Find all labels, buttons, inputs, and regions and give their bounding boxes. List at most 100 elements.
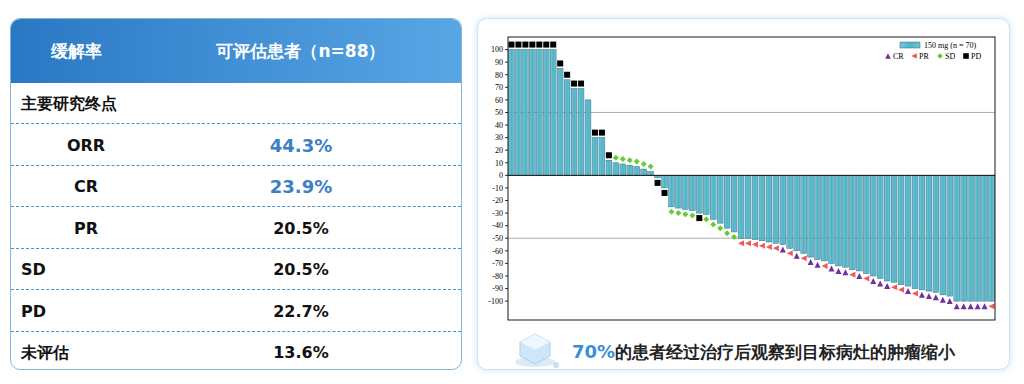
icon-dot — [553, 362, 559, 368]
marker — [731, 234, 737, 240]
bar — [940, 175, 946, 294]
marker — [954, 303, 960, 309]
bar — [529, 50, 535, 176]
row-value: 13.6% — [231, 332, 371, 370]
marker — [856, 273, 862, 279]
row-label: 主要研究终点 — [21, 83, 117, 124]
marker — [689, 213, 695, 219]
bar — [947, 175, 953, 296]
marker — [717, 225, 723, 231]
legend-label: SD — [945, 52, 955, 61]
marker — [620, 156, 626, 162]
bar — [926, 175, 932, 291]
marker — [655, 180, 661, 186]
y-tick — [505, 301, 508, 302]
marker — [773, 245, 779, 251]
bar — [689, 175, 695, 210]
marker — [947, 298, 953, 304]
bar — [717, 175, 723, 223]
marker — [815, 262, 821, 268]
bar — [696, 175, 702, 213]
marker — [905, 288, 911, 294]
bar — [891, 175, 897, 282]
icon-cube — [520, 334, 550, 364]
y-tick-label: 100 — [491, 45, 503, 54]
marker — [696, 215, 702, 221]
row-label: PR — [51, 208, 121, 249]
marker — [578, 81, 584, 87]
bar — [536, 50, 542, 176]
y-tick-label: 20 — [495, 146, 503, 155]
table-row: CR23.9% — [11, 166, 461, 207]
marker — [703, 216, 709, 222]
marker — [543, 42, 549, 48]
bar — [710, 175, 716, 219]
marker — [801, 255, 807, 261]
marker — [961, 303, 967, 309]
marker — [940, 297, 946, 303]
legend-label: PD — [971, 52, 981, 61]
bar — [557, 68, 563, 175]
bar — [905, 175, 911, 286]
marker — [884, 283, 890, 289]
marker — [682, 211, 688, 217]
bar — [752, 175, 758, 239]
marker — [863, 275, 869, 281]
caption: 70%的患者经过治疗后观察到目标病灶的肿瘤缩小 — [572, 340, 955, 364]
caption-icon — [515, 334, 559, 368]
y-tick — [505, 125, 508, 126]
header-cell: 缓解率 — [51, 19, 102, 83]
y-tick-label: 80 — [495, 71, 503, 80]
caption-text: 的患者经过治疗后观察到目标病灶的肿瘤缩小 — [615, 342, 955, 362]
legend-marker — [885, 53, 891, 59]
bar — [989, 175, 995, 301]
y-tick-label: -50 — [492, 234, 503, 243]
marker — [849, 272, 855, 278]
bar — [676, 175, 682, 208]
marker — [912, 291, 918, 297]
table-row: 未评估 13.6% — [11, 332, 461, 370]
plot-frame — [508, 37, 995, 320]
bar — [523, 50, 529, 176]
y-tick — [505, 150, 508, 151]
marker — [668, 209, 674, 215]
bar — [669, 175, 675, 206]
caption-highlight: 70% — [572, 341, 615, 362]
bar — [599, 138, 605, 176]
marker — [710, 221, 716, 227]
y-tick — [505, 162, 508, 163]
bar — [641, 169, 647, 175]
bar — [724, 175, 730, 228]
plot-area — [508, 42, 994, 310]
row-value: 20.5% — [231, 249, 371, 290]
marker — [759, 243, 765, 249]
bar — [877, 175, 883, 278]
table-row: SD20.5% — [11, 249, 461, 290]
row-label: 未评估 — [21, 332, 69, 370]
marker — [599, 130, 605, 136]
table-row: ORR44.3% — [11, 125, 461, 166]
marker — [529, 42, 535, 48]
legend-label: 150 mg (n = 70) — [924, 41, 976, 50]
bar — [836, 175, 842, 266]
row-value: 20.5% — [231, 208, 371, 249]
y-tick-label: -60 — [492, 247, 503, 256]
y-tick-label: -100 — [488, 297, 503, 306]
marker — [606, 152, 612, 158]
y-tick — [505, 275, 508, 276]
row-value: 23.9% — [231, 166, 371, 207]
y-tick-label: 40 — [495, 121, 503, 130]
marker — [842, 269, 848, 275]
marker — [648, 164, 654, 170]
table-row: PR 20.5% — [11, 208, 461, 249]
y-tick — [505, 263, 508, 264]
bar — [773, 175, 779, 243]
y-tick-label: -10 — [492, 184, 503, 193]
y-tick — [505, 87, 508, 88]
bar — [843, 175, 849, 267]
table-row: PD22.7% — [11, 291, 461, 332]
bar — [585, 100, 591, 175]
row-label: ORR — [51, 125, 121, 166]
bar — [829, 175, 835, 263]
marker — [877, 280, 883, 286]
